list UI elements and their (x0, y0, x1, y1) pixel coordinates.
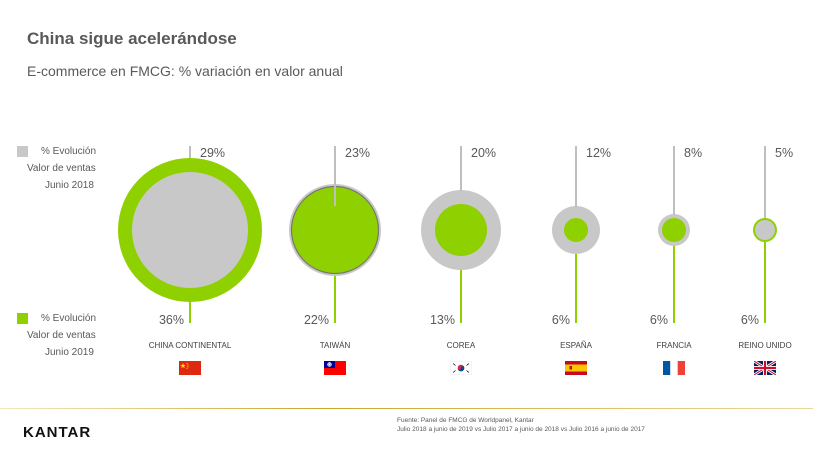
bubble-2018 (132, 172, 248, 288)
bubble-2019 (291, 186, 379, 274)
legend-2019-line1: % Evolución (41, 313, 97, 324)
bubble-2019 (435, 204, 487, 256)
legend-swatch-2019 (17, 313, 28, 324)
value-label-2018: 8% (684, 146, 702, 160)
legend-swatch-2018 (17, 146, 28, 157)
kantar-logo: KANTAR (23, 424, 92, 441)
value-label-2018: 23% (345, 146, 370, 160)
legend-2019: % Evolución Valor de ventas Junio 2019 (17, 310, 97, 362)
flag-taiwan-icon (324, 361, 346, 375)
source-line-2: Julio 2018 a junio de 2019 vs Julio 2017… (397, 426, 645, 433)
chart-subtitle: E-commerce en FMCG: % variación en valor… (27, 63, 343, 79)
source-note: Fuente: Panel de FMCG de Worldpanel, Kan… (397, 416, 645, 434)
value-label-2019: 6% (741, 313, 759, 327)
value-label-2018: 12% (586, 146, 611, 160)
flag-spain-icon (565, 361, 587, 375)
value-label-2019: 6% (552, 313, 570, 327)
bubble-2019 (564, 218, 588, 242)
value-label-2019: 36% (159, 313, 184, 327)
chart-title: China sigue acelerándose (27, 29, 237, 48)
category-label: REINO UNIDO (738, 341, 791, 350)
legend-2019-line2: Valor de ventas (27, 330, 96, 341)
legend-2018: % Evolución Valor de ventas Junio 2018 (17, 143, 97, 195)
category-label: TAIWÁN (320, 341, 351, 350)
flag-france-icon (663, 361, 685, 375)
bubble-chart: 29% 36% CHINA CONTINENTAL 23% 22% TAIWÁN 20% 13… (118, 146, 793, 350)
flag-uk-icon (754, 361, 776, 375)
legend-2018-line3: Junio 2018 (45, 180, 94, 191)
flag-china-icon (179, 361, 201, 375)
value-label-2018: 29% (200, 146, 225, 160)
value-label-2019: 13% (430, 313, 455, 327)
category-label: COREA (447, 341, 476, 350)
value-label-2019: 22% (304, 313, 329, 327)
category-label: FRANCIA (656, 341, 692, 350)
flag-korea-icon (450, 361, 472, 375)
category-label: CHINA CONTINENTAL (149, 341, 232, 350)
value-label-2018: 20% (471, 146, 496, 160)
value-label-2019: 6% (650, 313, 668, 327)
footer-divider (0, 408, 813, 409)
source-line-1: Fuente: Panel de FMCG de Worldpanel, Kan… (397, 417, 534, 424)
legend-2019-line3: Junio 2019 (45, 347, 94, 358)
value-label-2018: 5% (775, 146, 793, 160)
bubble-2018 (755, 220, 775, 240)
legend-2018-line1: % Evolución (41, 146, 97, 157)
legend-2018-line2: Valor de ventas (27, 163, 96, 174)
bubble-2019 (662, 218, 686, 242)
category-label: ESPAÑA (560, 341, 593, 350)
